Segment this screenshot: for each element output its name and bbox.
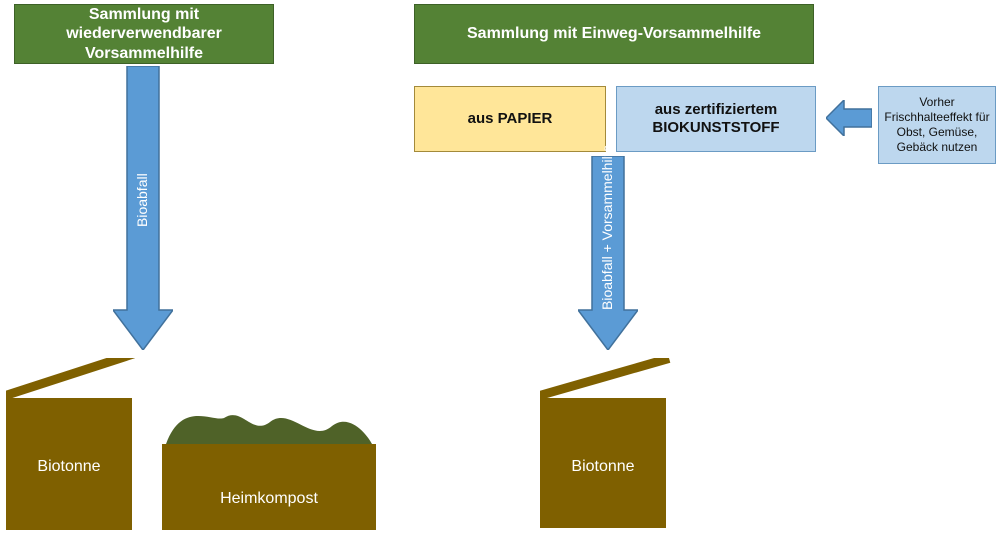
right-header: Sammlung mit Einweg-Vorsammelhilfe bbox=[414, 4, 814, 64]
right-bin-icon bbox=[540, 358, 720, 538]
paper-box: aus PAPIER bbox=[414, 86, 606, 152]
bioplastic-box: aus zertifiziertem BIOKUNSTSTOFF bbox=[616, 86, 816, 152]
left-header: Sammlung mit wiederverwendbarer Vorsamme… bbox=[14, 4, 274, 64]
left-bin-icon bbox=[6, 358, 186, 538]
tip-arrow-icon bbox=[826, 100, 872, 136]
right-bin-label: Biotonne bbox=[540, 458, 666, 476]
right-arrow-label: Bioabfall + Vorsammelhilfe bbox=[599, 170, 615, 310]
compost-icon bbox=[162, 392, 376, 532]
tip-box: Vorher Frischhalteeffekt für Obst, Gemüs… bbox=[878, 86, 996, 164]
left-arrow-label: Bioabfall bbox=[134, 140, 150, 260]
left-bin-label: Biotonne bbox=[6, 458, 132, 476]
compost-label: Heimkompost bbox=[162, 490, 376, 508]
